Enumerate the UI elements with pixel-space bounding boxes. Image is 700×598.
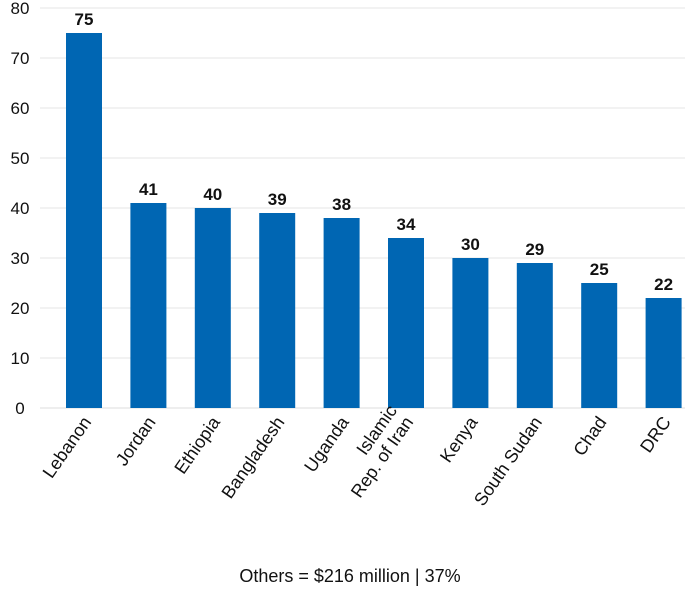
data-label: 30: [461, 235, 480, 254]
x-category-label: Bangladesh: [218, 413, 289, 502]
bar: [388, 238, 424, 408]
bar: [130, 203, 167, 408]
data-label: 38: [332, 195, 351, 214]
x-category-label: Kenya: [436, 412, 482, 466]
others-footnote: Others = $216 million | 37%: [239, 566, 461, 586]
y-tick-label: 40: [11, 199, 30, 218]
bar: [66, 33, 102, 408]
y-tick-label: 0: [15, 399, 24, 418]
data-labels: 75 41 40 39 38 34 30 29 25 22: [75, 10, 674, 294]
x-category-label-line: Lebanon: [39, 413, 96, 482]
x-category-label: DRC: [636, 413, 675, 456]
data-label: 39: [268, 190, 287, 209]
data-label: 25: [590, 260, 609, 279]
y-tick-label: 20: [11, 299, 30, 318]
x-category-label-line: South Sudan: [470, 413, 546, 510]
y-tick-label: 70: [11, 49, 30, 68]
data-label: 22: [654, 275, 673, 294]
x-category-label-line: Bangladesh: [218, 413, 289, 502]
x-category-label: Jordan: [112, 413, 160, 470]
bar: [323, 218, 360, 408]
y-tick-label: 10: [11, 349, 30, 368]
bar: [581, 283, 618, 408]
x-category-label-line: Kenya: [436, 412, 482, 466]
x-category-label-line: Jordan: [112, 413, 160, 470]
x-category-label: Uganda: [300, 412, 353, 476]
bars: [66, 33, 682, 408]
x-category-label-line: Uganda: [300, 412, 353, 476]
y-tick-label: 60: [11, 99, 30, 118]
x-category-label: Lebanon: [39, 413, 96, 482]
y-tick-label: 50: [11, 149, 30, 168]
data-label: 40: [203, 185, 222, 204]
x-category-label: Chad: [569, 413, 610, 460]
data-label: 29: [525, 240, 544, 259]
bar: [194, 208, 231, 408]
bar: [452, 258, 489, 408]
x-category-label-line: DRC: [636, 413, 675, 456]
data-label: 41: [139, 180, 158, 199]
data-label: 75: [75, 10, 94, 29]
x-category-label-line: Ethiopia: [170, 412, 224, 478]
x-category-label-line: Chad: [569, 413, 610, 460]
y-tick-label: 30: [11, 249, 30, 268]
bar: [516, 263, 553, 408]
bar-chart: 0 10 20 30 40 50 60 70 80 75 41 40 39 38 34 30 29 25 22 L…: [11, 0, 685, 510]
bar: [645, 298, 682, 408]
y-axis-ticks: 0 10 20 30 40 50 60 70 80: [11, 0, 30, 418]
data-label: 34: [397, 215, 416, 234]
bar: [259, 213, 296, 408]
x-category-label: South Sudan: [470, 413, 546, 510]
x-category-label: Ethiopia: [170, 412, 224, 478]
y-tick-label: 80: [11, 0, 30, 18]
